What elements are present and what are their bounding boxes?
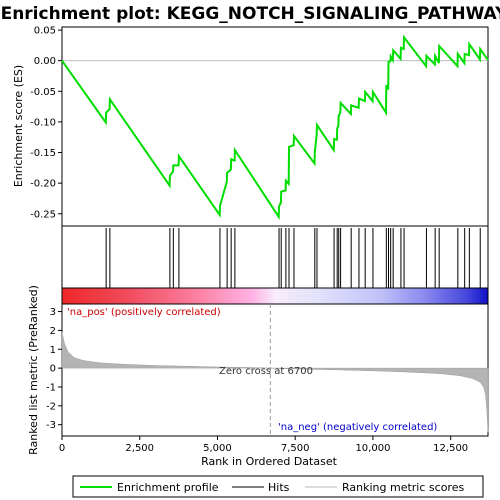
zero-cross-label: Zero cross at 6700 <box>219 366 313 377</box>
es-y-tick-label: 0.05 <box>34 26 56 37</box>
es-y-tick-label: -0.15 <box>30 148 56 159</box>
es-y-axis: 0.05 0.00 -0.05 -0.10 -0.15 -0.20 -0.25 <box>30 26 62 220</box>
x-tick-label: 10,000 <box>355 443 390 454</box>
legend-box <box>72 475 484 498</box>
hits-panel-frame <box>61 225 489 289</box>
ranked-y-tick-label: -2 <box>46 401 56 412</box>
ranked-y-axis-label: Ranked list metric (PreRanked) <box>27 285 40 455</box>
es-y-tick-label: -0.10 <box>30 117 56 128</box>
x-tick-label: 7,500 <box>281 443 310 454</box>
ranked-y-axis: 3 2 1 0 -1 -2 -3 <box>46 307 62 431</box>
neg-label: 'na_neg' (negatively correlated) <box>278 422 437 433</box>
legend-profile-label: Enrichment profile <box>117 481 219 494</box>
es-y-tick-label: -0.20 <box>30 179 56 190</box>
x-tick-label: 0 <box>59 443 65 454</box>
enrichment-profile-line <box>61 34 489 221</box>
x-axis-label: Rank in Ordered Dataset <box>201 455 338 468</box>
legend-hits-label: Hits <box>268 481 290 494</box>
chart-title: Enrichment plot: KEGG_NOTCH_SIGNALING_PA… <box>1 4 500 24</box>
es-panel-frame <box>61 26 489 227</box>
legend: Enrichment profile Hits Ranking metric s… <box>72 475 484 498</box>
ranked-y-tick-label: 1 <box>50 345 56 356</box>
es-y-tick-label: -0.25 <box>30 209 56 220</box>
x-tick-label: 5,000 <box>203 443 232 454</box>
es-y-tick-label: -0.05 <box>30 87 56 98</box>
legend-metric-label: Ranking metric scores <box>342 481 464 494</box>
ranked-y-tick-label: 0 <box>50 364 56 375</box>
ranked-y-tick-label: -3 <box>46 420 56 431</box>
ranking-metric-area <box>61 332 489 433</box>
rank-color-bar <box>61 287 489 305</box>
x-tick-label: 2,500 <box>125 443 154 454</box>
pos-label: 'na_pos' (positively correlated) <box>67 307 221 318</box>
x-tick-label: 12,500 <box>433 443 468 454</box>
ranked-y-tick-label: -1 <box>46 382 56 393</box>
es-y-tick-label: 0.00 <box>34 56 56 67</box>
ranked-y-tick-label: 3 <box>50 307 56 318</box>
ranked-y-tick-label: 2 <box>50 326 56 337</box>
es-y-axis-label: Enrichment score (ES) <box>12 65 25 187</box>
hit-marks <box>105 228 481 288</box>
x-axis: 0 2,500 5,000 7,500 10,000 12,500 <box>59 436 468 454</box>
